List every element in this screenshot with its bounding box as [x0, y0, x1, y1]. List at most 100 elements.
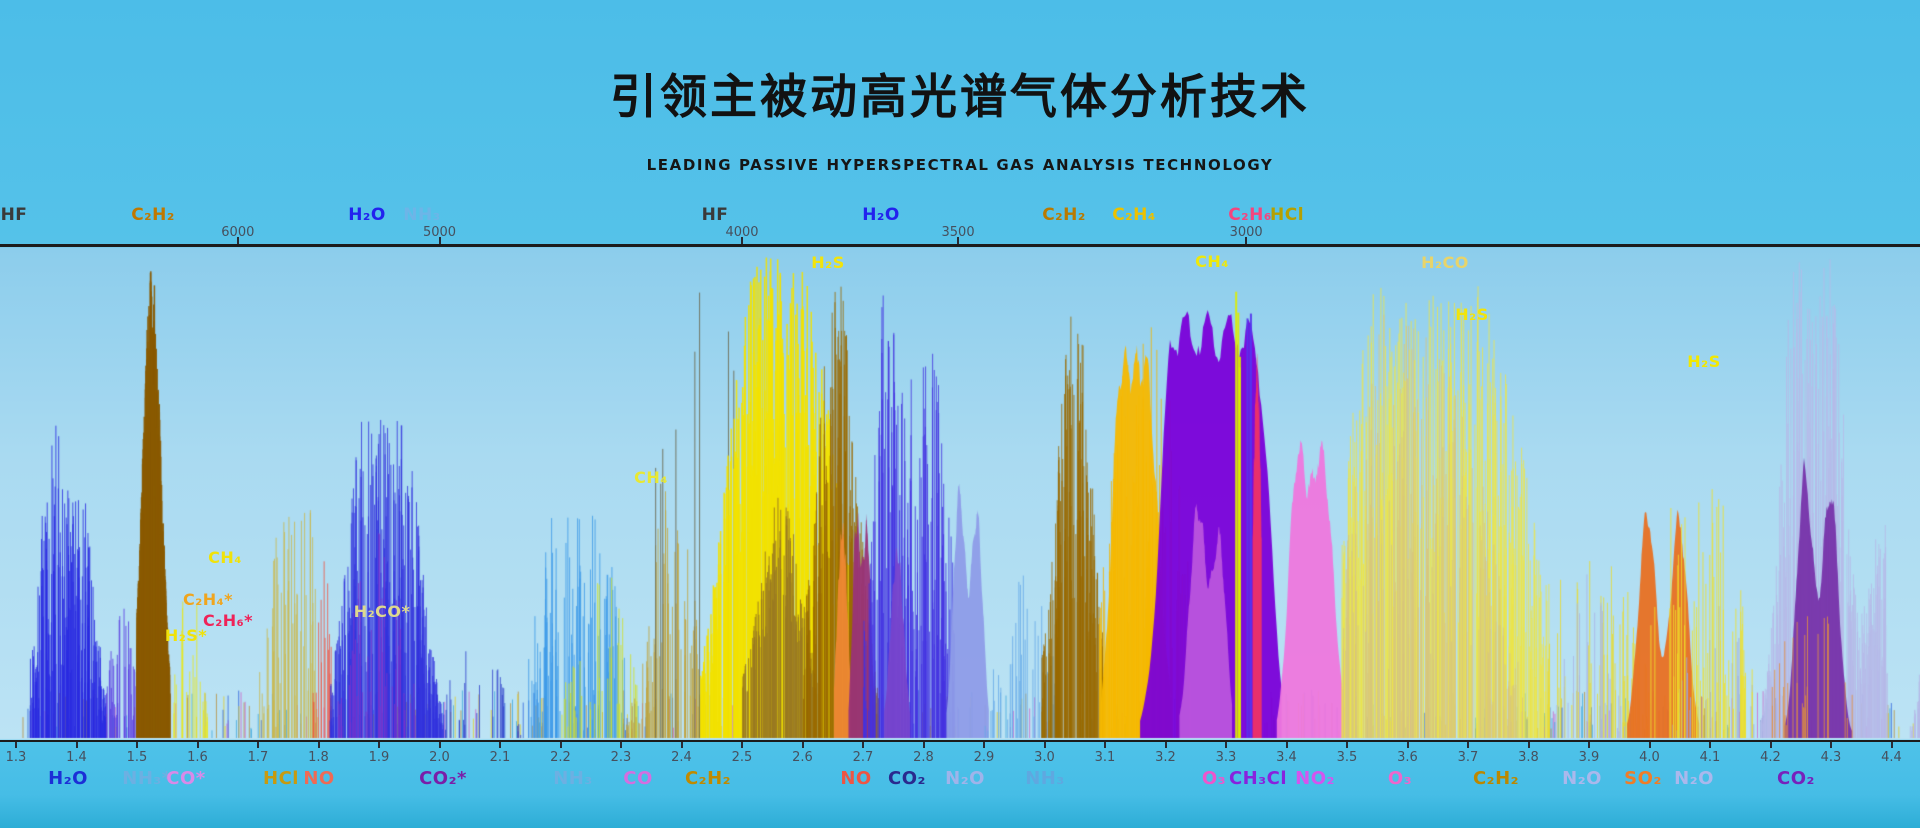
bottom-tick-label: 2.3 — [610, 750, 632, 765]
top-tick-label: 3000 — [1229, 225, 1263, 240]
top-tick-label: 3500 — [941, 225, 975, 240]
spectra-canvas — [0, 248, 1920, 740]
top-tick — [957, 237, 960, 244]
gas-label-bottom: NO₂ — [1295, 768, 1335, 789]
top-tick — [438, 237, 441, 244]
top-tick-label: 5000 — [422, 225, 457, 240]
bottom-tick-label: 1.6 — [187, 750, 208, 765]
top-tick — [236, 237, 239, 244]
gas-label-plot: CH₄ — [634, 468, 668, 487]
gas-label-bottom: NH₃ — [1025, 768, 1065, 789]
bottom-tick-label: 2.7 — [852, 750, 874, 765]
top-tick-label: 6000 — [221, 225, 255, 240]
gas-label-top: HCl — [1269, 205, 1305, 225]
bottom-tick-label: 1.4 — [66, 750, 87, 765]
bottom-tick-label: 3.3 — [1215, 750, 1237, 765]
gas-label-top: C₂H₄ — [1112, 205, 1156, 225]
gas-label-bottom: HCl — [263, 768, 299, 789]
bottom-tick — [378, 742, 380, 748]
bottom-tick-label: 2.1 — [489, 750, 511, 765]
bottom-tick-label: 3.9 — [1578, 750, 1600, 765]
gas-label-top: H₂O — [348, 205, 386, 225]
bottom-tick-label: 3.5 — [1336, 750, 1358, 765]
bottom-tick — [438, 742, 441, 748]
gas-label-bottom: N₂O — [945, 768, 985, 789]
bottom-tick — [196, 742, 199, 748]
bottom-tick — [1527, 742, 1530, 748]
gas-label-bottom: NH₃* — [122, 768, 172, 789]
gas-label-top: HF — [0, 205, 28, 225]
gas-label-plot: H₂S — [811, 253, 845, 272]
bottom-tick-label: 2.0 — [429, 750, 450, 765]
bottom-tick-label: 4.3 — [1820, 750, 1842, 765]
top-tick-label: 4000 — [725, 225, 759, 240]
bottom-tick — [741, 742, 743, 748]
gas-label-bottom: N₂O — [1674, 768, 1714, 789]
bottom-tick-label: 2.2 — [550, 750, 571, 765]
top-tick — [741, 237, 743, 244]
bottom-tick-label: 4.0 — [1639, 750, 1660, 765]
bottom-tick — [1648, 742, 1651, 748]
bottom-tick — [1467, 742, 1469, 748]
bottom-tick — [680, 742, 683, 748]
bottom-tick — [1709, 742, 1711, 748]
bottom-tick — [862, 742, 864, 748]
bottom-tick — [922, 742, 925, 748]
bottom-tick — [257, 742, 259, 748]
bottom-tick — [1043, 742, 1046, 748]
bottom-tick — [499, 742, 501, 748]
bottom-tick-label: 2.4 — [671, 750, 692, 765]
gas-label-bottom: NO — [303, 768, 335, 789]
page-subtitle: LEADING PASSIVE HYPERSPECTRAL GAS ANALYS… — [646, 156, 1274, 174]
bottom-tick — [1225, 742, 1227, 748]
gas-label-plot: H₂S — [1687, 352, 1721, 371]
top-tick — [1245, 237, 1248, 244]
gas-label-bottom: SO₂ — [1624, 768, 1662, 789]
gas-label-bottom: O₃ — [1387, 768, 1413, 789]
bottom-tick — [620, 742, 622, 748]
bottom-tick-label: 1.8 — [308, 750, 329, 765]
bottom-tick-label: 1.3 — [5, 750, 27, 765]
gas-label-bottom: CO — [623, 768, 653, 789]
bottom-tick-label: 4.4 — [1881, 750, 1902, 765]
bottom-tick — [801, 742, 804, 748]
gas-label-bottom: NO — [840, 768, 872, 789]
bottom-tick — [15, 742, 17, 748]
bottom-tick — [1346, 742, 1348, 748]
bottom-tick-label: 4.1 — [1699, 750, 1721, 765]
bottom-tick-label: 3.0 — [1034, 750, 1055, 765]
bottom-tick-label: 3.7 — [1457, 750, 1479, 765]
bottom-tick — [317, 742, 320, 748]
gas-label-top: C₂H₂ — [131, 205, 175, 225]
gas-label-plot: CH₄ — [1195, 252, 1229, 271]
bottom-tick — [1104, 742, 1106, 748]
gas-label-plot: H₂S* — [164, 626, 208, 645]
bottom-tick-label: 2.5 — [731, 750, 753, 765]
bottom-tick — [1588, 742, 1590, 748]
gas-label-plot: C₂H₄* — [182, 590, 234, 609]
bottom-tick — [1830, 742, 1832, 748]
bottom-tick — [983, 742, 985, 748]
bottom-tick — [1769, 742, 1772, 748]
bottom-tick-label: 3.4 — [1276, 750, 1297, 765]
gas-label-bottom: C₂H₂ — [684, 768, 732, 789]
gas-label-top: C₂H₆ — [1228, 205, 1272, 225]
bottom-tick-label: 2.9 — [973, 750, 995, 765]
bottom-tick-label: 3.1 — [1094, 750, 1116, 765]
bottom-tick — [75, 742, 78, 748]
gas-label-top: NH₃ — [403, 205, 441, 225]
bottom-tick-label: 2.6 — [792, 750, 813, 765]
gas-label-bottom: CO₂* — [419, 768, 467, 789]
page-title: 引领主被动高光谱气体分析技术 — [610, 70, 1310, 125]
bottom-tick-label: 3.6 — [1397, 750, 1418, 765]
bottom-tick — [1285, 742, 1288, 748]
top-axis-line — [0, 244, 1920, 247]
gas-label-top: H₂O — [862, 205, 900, 225]
gas-label-bottom: O₃ — [1201, 768, 1227, 789]
bottom-tick-label: 1.7 — [247, 750, 269, 765]
gas-label-bottom: CH₃Cl — [1228, 768, 1288, 789]
bottom-tick — [559, 742, 562, 748]
bottom-tick-label: 1.9 — [368, 750, 390, 765]
gas-label-plot: CH₄ — [208, 548, 242, 567]
gas-label-top: HF — [701, 205, 729, 225]
